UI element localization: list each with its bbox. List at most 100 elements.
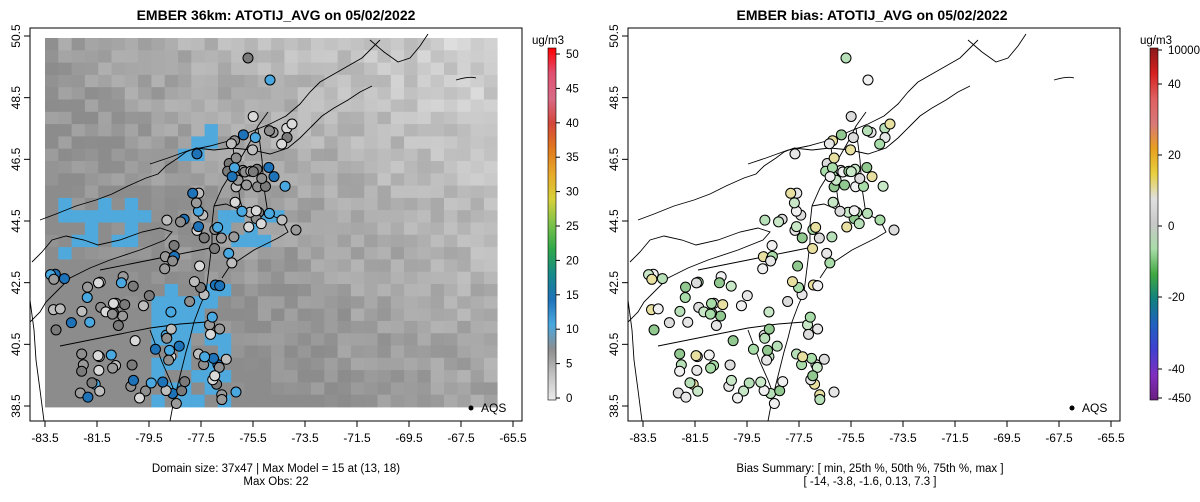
colorbar1-tick-label: 50 (566, 49, 579, 61)
model-grid-cell (470, 370, 485, 383)
model-grid-cell (404, 185, 418, 199)
model-grid-cell (204, 111, 219, 125)
site-marker (771, 340, 783, 352)
model-grid-cell (151, 308, 166, 322)
site-marker (845, 166, 857, 178)
site-marker (690, 350, 702, 362)
colorbar2-tick-label: 10000 (1168, 45, 1200, 57)
model-grid-cell (204, 38, 219, 51)
model-grid-cell (324, 382, 338, 396)
model-grid-cell (430, 148, 445, 162)
model-grid-cell (364, 333, 378, 346)
model-grid-cell (58, 50, 72, 63)
model-grid-cell (350, 271, 365, 285)
model-grid-cell (231, 38, 245, 51)
model-grid-cell (470, 74, 485, 88)
site-marker (862, 74, 874, 86)
panel1-title: EMBER 36km: ATOTIJ_AVG on 05/02/2022 (137, 7, 416, 23)
model-grid-cell (350, 210, 365, 223)
model-grid-cell (297, 197, 312, 211)
model-grid-cell (457, 185, 471, 199)
model-grid-cell (417, 382, 432, 396)
model-grid-cell (337, 382, 352, 396)
model-grid-cell (204, 62, 219, 76)
site-marker (134, 392, 146, 404)
model-grid-cell (324, 99, 338, 113)
model-grid-cell (337, 259, 352, 273)
model-grid-cell (84, 50, 99, 63)
model-grid-cell (390, 271, 405, 285)
model-grid-cell (390, 50, 405, 63)
model-grid-cell (390, 234, 405, 248)
model-grid-cell (98, 148, 112, 162)
site-marker (684, 377, 696, 389)
model-grid-cell (364, 222, 378, 236)
model-grid-cell (151, 173, 166, 186)
model-grid-cell (138, 62, 152, 76)
model-grid-cell (111, 148, 126, 162)
model-grid-cell (98, 38, 112, 51)
model-grid-cell (350, 308, 365, 322)
model-grid-cell (444, 296, 458, 309)
model-grid-cell (284, 62, 299, 76)
model-grid-cell (58, 333, 72, 346)
model-grid-cell (124, 197, 139, 211)
model-grid-cell (470, 111, 485, 125)
model-grid-cell (337, 148, 352, 162)
model-grid-cell (444, 333, 458, 346)
model-grid-cell (244, 296, 259, 309)
model-grid-cell (470, 345, 485, 359)
model-grid-cell (244, 259, 259, 273)
model-grid-cell (417, 161, 432, 174)
model-grid-cell (124, 111, 139, 125)
panel2-legend-label: AQS (1082, 401, 1107, 415)
model-grid-cell (430, 345, 445, 359)
model-grid-cell (138, 308, 152, 322)
model-grid-cell (483, 259, 498, 273)
map-boundary-line (657, 321, 805, 347)
model-grid-cell (457, 357, 471, 371)
model-grid-cell (257, 382, 272, 396)
site-marker (223, 247, 235, 259)
model-grid-cell (404, 394, 418, 408)
model-grid-cell (377, 197, 392, 211)
site-marker (807, 370, 819, 382)
model-grid-cell (191, 50, 205, 63)
model-grid-cell (151, 394, 166, 408)
model-grid-cell (364, 308, 378, 322)
model-grid-cell (45, 197, 59, 211)
model-grid-cell (377, 50, 392, 63)
model-grid-cell (124, 259, 139, 273)
model-grid-cell (444, 148, 458, 162)
site-marker (247, 110, 259, 122)
model-grid-cell (483, 333, 498, 346)
model-grid-cell (217, 74, 232, 88)
model-grid-cell (297, 333, 312, 346)
site-marker (804, 311, 816, 323)
model-grid-cell (457, 210, 471, 223)
model-grid-cell (178, 99, 192, 113)
site-marker (214, 280, 226, 292)
model-grid-cell (257, 345, 272, 359)
model-grid-cell (364, 296, 378, 309)
model-grid-cell (390, 124, 405, 137)
panel1-x-axis: -83.5 -81.5 -79.5 -77.5 -75.5 -73.5 -71.5 -69.5… (31, 421, 527, 445)
model-grid-cell (417, 62, 432, 76)
model-grid-cell (470, 320, 485, 334)
site-marker (161, 214, 173, 226)
model-grid-cell (178, 50, 192, 63)
model-grid-cell (350, 320, 365, 334)
model-grid-cell (111, 124, 126, 137)
site-marker (184, 295, 196, 307)
panel1-footer-line2: Max Obs: 22 (243, 476, 308, 488)
model-grid-cell (98, 161, 112, 174)
colorbar2-tick-label: -20 (1168, 292, 1185, 304)
site-marker (168, 240, 180, 252)
model-grid-cell (138, 161, 152, 174)
model-grid-cell (191, 99, 205, 113)
panel2-xtick-label: -71.5 (941, 431, 969, 445)
model-grid-cell (151, 87, 166, 100)
site-marker (214, 323, 226, 335)
model-grid-cell (178, 74, 192, 88)
legend-dot-icon (1069, 405, 1075, 411)
